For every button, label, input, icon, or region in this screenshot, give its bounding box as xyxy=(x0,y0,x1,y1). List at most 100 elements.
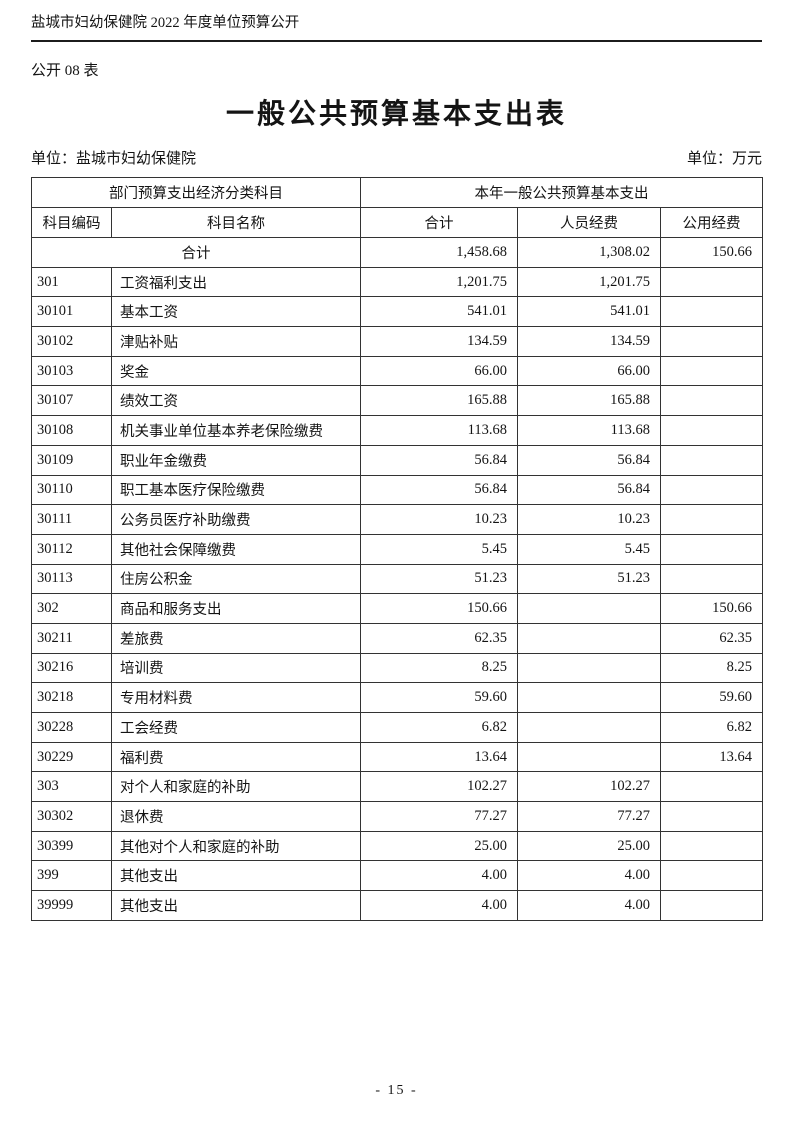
cell-personnel: 1,201.75 xyxy=(517,266,661,298)
page-title: 一般公共预算基本支出表 xyxy=(225,99,567,130)
table-row: 39999 其他支出 4.00 4.00 xyxy=(31,890,764,921)
cell-total: 4.00 xyxy=(360,860,518,892)
table-row: 30103 奖金 66.00 66.00 xyxy=(31,355,764,387)
cell-total: 51.23 xyxy=(360,563,518,595)
table-row: 30211 差旅费 62.35 62.35 xyxy=(31,622,764,654)
column-header-row: 科目编码 科目名称 合计 人员经费 公用经费 xyxy=(31,207,764,238)
column-header-code: 科目编码 xyxy=(31,207,112,238)
table-row: 30110 职工基本医疗保险缴费 56.84 56.84 xyxy=(31,474,764,506)
cell-name: 住房公积金 xyxy=(111,563,361,595)
cell-total: 4.00 xyxy=(360,890,518,921)
cell-total: 150.66 xyxy=(360,593,518,624)
cell-personnel: 4.00 xyxy=(517,860,661,892)
group-header-row: 部门预算支出经济分类科目 本年一般公共预算基本支出 xyxy=(31,177,764,208)
cell-code: 30102 xyxy=(31,326,112,357)
cell-total: 62.35 xyxy=(360,622,518,654)
cell-total: 56.84 xyxy=(360,474,518,506)
table-row: 30113 住房公积金 51.23 51.23 xyxy=(31,563,764,595)
cell-name: 公务员医疗补助缴费 xyxy=(111,504,361,535)
cell-code: 399 xyxy=(31,860,112,892)
cell-personnel: 56.84 xyxy=(517,444,661,476)
cell-name: 奖金 xyxy=(111,355,361,387)
cell-name: 培训费 xyxy=(111,652,361,684)
table-row: 301 工资福利支出 1,201.75 1,201.75 xyxy=(31,266,764,298)
cell-public: 150.66 xyxy=(659,593,764,624)
cell-code: 30103 xyxy=(31,355,112,387)
page-number: - 15 - xyxy=(375,1083,418,1098)
cell-name: 津贴补贴 xyxy=(111,326,361,357)
cell-name: 机关事业单位基本养老保险缴费 xyxy=(111,415,361,446)
total-row-label: 合计 xyxy=(31,237,361,268)
cell-name: 其他支出 xyxy=(111,860,361,892)
cell-name: 工资福利支出 xyxy=(111,266,361,298)
table-row: 399 其他支出 4.00 4.00 xyxy=(31,860,764,892)
column-header-name: 科目名称 xyxy=(111,207,361,238)
table-row: 30216 培训费 8.25 8.25 xyxy=(31,652,764,684)
cell-total: 10.23 xyxy=(360,504,518,535)
cell-personnel: 102.27 xyxy=(517,771,661,803)
cell-public xyxy=(659,860,764,892)
cell-total: 5.45 xyxy=(360,533,518,565)
cell-total: 56.84 xyxy=(360,444,518,476)
cell-name: 工会经费 xyxy=(111,712,361,743)
cell-name: 职工基本医疗保险缴费 xyxy=(111,474,361,506)
cell-code: 39999 xyxy=(31,890,112,921)
table-row: 30101 基本工资 541.01 541.01 xyxy=(31,296,764,328)
table-row: 30107 绩效工资 165.88 165.88 xyxy=(31,385,764,417)
table-row: 30229 福利费 13.64 13.64 xyxy=(31,741,764,773)
cell-public xyxy=(659,533,764,565)
cell-personnel: 66.00 xyxy=(517,355,661,387)
cell-name: 商品和服务支出 xyxy=(111,593,361,624)
cell-personnel xyxy=(517,593,661,624)
cell-public xyxy=(659,444,764,476)
cell-code: 30107 xyxy=(31,385,112,417)
cell-code: 30111 xyxy=(31,504,112,535)
cell-public: 6.82 xyxy=(659,712,764,743)
cell-name: 其他支出 xyxy=(111,890,361,921)
cell-total: 1,201.75 xyxy=(360,266,518,298)
table-row: 30399 其他对个人和家庭的补助 25.00 25.00 xyxy=(31,830,764,862)
cell-public xyxy=(659,296,764,328)
cell-code: 301 xyxy=(31,266,112,298)
cell-name: 其他对个人和家庭的补助 xyxy=(111,830,361,862)
cell-code: 30110 xyxy=(31,474,112,506)
cell-public xyxy=(659,771,764,803)
column-header-personnel: 人员经费 xyxy=(517,207,661,238)
cell-public xyxy=(659,504,764,535)
document-page: 盐城市妇幼保健院 2022 年度单位预算公开 公开 08 表 一般公共预算基本支… xyxy=(31,15,764,921)
cell-code: 30302 xyxy=(31,801,112,832)
unit-name-label: 单位：盐城市妇幼保健院 xyxy=(31,151,197,167)
cell-name: 绩效工资 xyxy=(111,385,361,417)
cell-total: 8.25 xyxy=(360,652,518,684)
cell-personnel: 77.27 xyxy=(517,801,661,832)
total-row-public: 150.66 xyxy=(659,237,764,268)
cell-total: 6.82 xyxy=(360,712,518,743)
cell-total: 77.27 xyxy=(360,801,518,832)
cell-personnel: 10.23 xyxy=(517,504,661,535)
cell-name: 职业年金缴费 xyxy=(111,444,361,476)
cell-total: 102.27 xyxy=(360,771,518,803)
cell-personnel: 56.84 xyxy=(517,474,661,506)
cell-public: 8.25 xyxy=(659,652,764,684)
cell-code: 30218 xyxy=(31,682,112,713)
table-body: 合计 1,458.68 1,308.02 150.66 301 工资福利支出 1,2… xyxy=(31,237,764,921)
cell-name: 基本工资 xyxy=(111,296,361,328)
table-row: 302 商品和服务支出 150.66 150.66 xyxy=(31,593,764,624)
cell-total: 66.00 xyxy=(360,355,518,387)
total-row: 合计 1,458.68 1,308.02 150.66 xyxy=(31,237,764,268)
group-header-classification: 部门预算支出经济分类科目 xyxy=(31,177,361,208)
table-row: 30102 津贴补贴 134.59 134.59 xyxy=(31,326,764,357)
cell-public xyxy=(659,474,764,506)
cell-total: 113.68 xyxy=(360,415,518,446)
cell-personnel xyxy=(517,741,661,773)
cell-personnel: 134.59 xyxy=(517,326,661,357)
cell-code: 303 xyxy=(31,771,112,803)
cell-name: 其他社会保障缴费 xyxy=(111,533,361,565)
cell-personnel: 113.68 xyxy=(517,415,661,446)
cell-public: 13.64 xyxy=(659,741,764,773)
table-row: 30228 工会经费 6.82 6.82 xyxy=(31,712,764,743)
cell-personnel: 25.00 xyxy=(517,830,661,862)
cell-public xyxy=(659,890,764,921)
currency-unit-label: 单位：万元 xyxy=(686,151,762,167)
cell-code: 30113 xyxy=(31,563,112,595)
